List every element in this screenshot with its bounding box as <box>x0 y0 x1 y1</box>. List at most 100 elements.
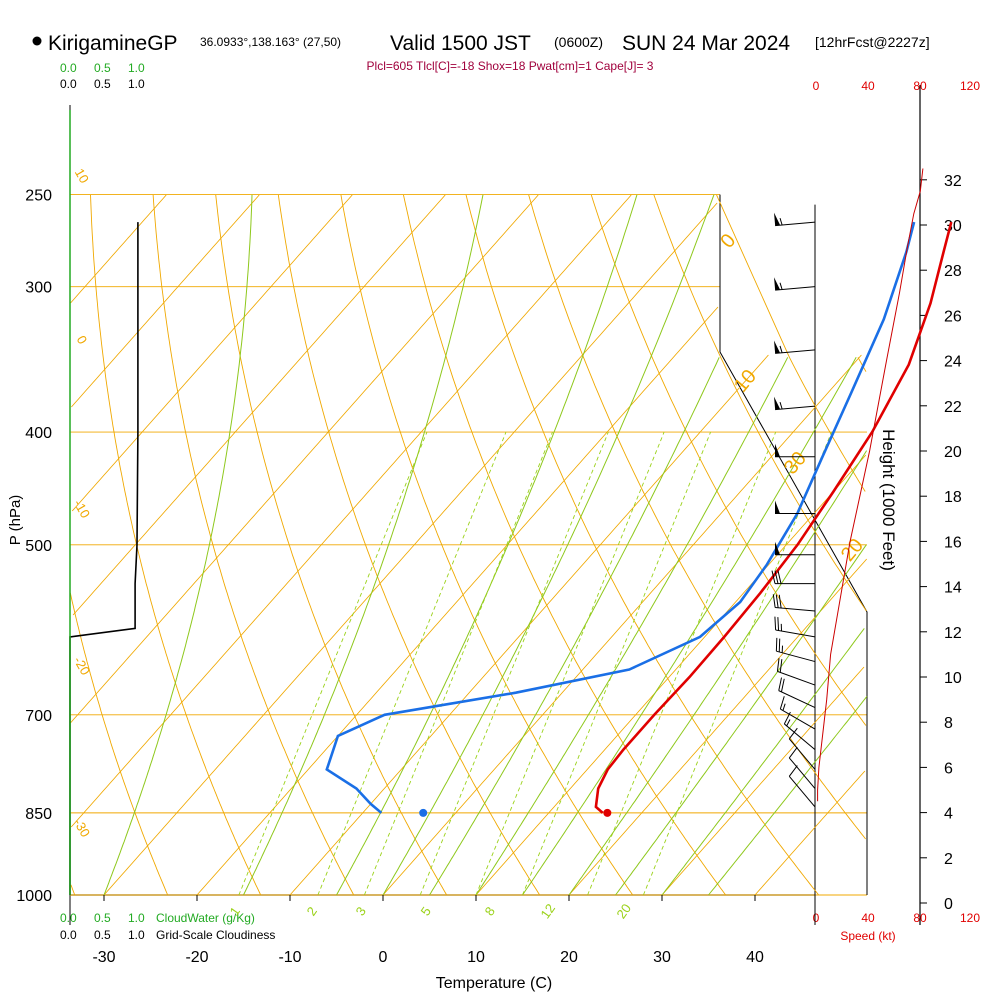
x-tick-label: 40 <box>746 949 764 966</box>
height-tick-label: 14 <box>944 580 962 597</box>
moist-adiabat-line <box>522 357 857 896</box>
height-tick-label: 32 <box>944 173 962 190</box>
wind-barb-feather <box>772 594 776 608</box>
moist-adiabat-line <box>475 357 789 896</box>
wind-barb <box>774 212 816 227</box>
x-axis-title: Temperature (C) <box>436 975 552 992</box>
wind-barb-feather <box>776 658 780 672</box>
height-tick-label: 16 <box>944 534 962 551</box>
isotherm-line <box>71 194 260 408</box>
dry-adiabat-line <box>715 194 866 492</box>
speed-tick: 0 <box>813 79 820 93</box>
height-tick-label: 10 <box>944 670 962 687</box>
wind-barb-staff <box>784 723 816 751</box>
height-tick-label: 6 <box>944 760 953 777</box>
isotherm-line <box>475 454 867 896</box>
height-tick-label: 2 <box>944 851 953 868</box>
mixing-ratio-line <box>363 431 553 896</box>
wind-barb-staff <box>780 708 816 730</box>
speed-tick: 40 <box>861 79 875 93</box>
mixing-ratio-line <box>642 431 832 896</box>
speed-axis-bottom: 0 40 80 120 Speed (kt) <box>813 911 981 943</box>
x-tick-label: -10 <box>278 949 301 966</box>
moist-adiabat-line <box>429 357 720 896</box>
wind-barb-staff <box>788 738 816 770</box>
cloud-water-label: CloudWater (g/Kg) <box>156 911 255 925</box>
moist-adiabat-line <box>661 628 865 896</box>
dry-adiabat-line <box>90 194 262 896</box>
surface-temperature-marker <box>603 808 612 817</box>
dry-adiabat-label: -20 <box>71 654 93 678</box>
cloud-water-tick: 0.5 <box>94 911 111 925</box>
wind-barb-feather <box>779 659 783 673</box>
isotherm-line <box>382 354 862 896</box>
wind-barb-feather <box>783 711 791 725</box>
wind-barb <box>783 711 816 751</box>
height-tick-label: 24 <box>944 354 962 371</box>
wind-barb-staff <box>777 670 816 686</box>
wind-barb-staff <box>775 629 816 638</box>
cloudiness-tick: 0.0 <box>60 77 77 91</box>
wind-barb-half-feather <box>779 345 783 353</box>
pressure-tick-label: 1000 <box>16 888 52 905</box>
dry-adiabat-label: -10 <box>71 497 93 521</box>
isotherm-line <box>103 202 718 896</box>
wind-barb <box>779 696 816 730</box>
wind-barb-pennant <box>774 212 781 226</box>
moist-adiabat-line <box>708 696 868 896</box>
cloudiness-tick: 0.5 <box>94 77 111 91</box>
wind-barb <box>788 765 816 808</box>
mixing-ratio-line <box>587 431 777 896</box>
height-tick-label: 0 <box>944 896 953 913</box>
wind-barbs <box>771 212 816 808</box>
valid-zulu: (0600Z) <box>554 34 603 50</box>
x-tick-label: 30 <box>653 949 671 966</box>
moist-adiabat-line <box>243 194 484 896</box>
height-axis-title: Height (1000 Feet) <box>879 429 898 571</box>
speed-tick: 0 <box>813 911 820 925</box>
wind-barb-feather <box>771 570 776 584</box>
wind-barb-feather <box>780 678 785 692</box>
wind-barb <box>776 658 816 686</box>
cloudiness-tick: 0.0 <box>60 928 77 942</box>
wind-barb-pennant <box>774 277 781 291</box>
wind-barb <box>774 616 816 638</box>
mixing-ratio-label: 5 <box>418 904 434 919</box>
mixing-ratio-label: 2 <box>304 904 320 919</box>
mixing-ratio-line <box>317 431 507 896</box>
isotherm-line <box>70 194 539 724</box>
wind-barb <box>774 277 816 291</box>
wind-barb <box>771 570 815 585</box>
wind-barb <box>788 746 816 789</box>
valid-date: SUN 24 Mar 2024 <box>622 32 790 55</box>
series-lines <box>69 110 953 895</box>
temperature-line <box>594 221 953 814</box>
wind-barb <box>774 340 816 354</box>
station-coords: 36.0933°,138.163° (27,50) <box>200 35 341 49</box>
height-tick-label: 22 <box>944 399 962 416</box>
wind-barb <box>775 443 815 458</box>
dry-adiabat-line <box>152 194 355 896</box>
speed-tick: 80 <box>913 79 927 93</box>
height-tick-label: 30 <box>944 218 962 235</box>
moist-adiabat-line <box>103 194 253 896</box>
wind-barb-half-feather <box>779 217 783 226</box>
cloud-water-tick: 0.5 <box>94 61 111 75</box>
height-tick-label: 12 <box>944 625 962 642</box>
moist-adiabat-line <box>336 194 638 896</box>
pressure-tick-label: 850 <box>25 806 52 823</box>
pressure-tick-label: 250 <box>25 188 52 205</box>
pressure-tick-label: 700 <box>25 708 52 725</box>
wind-barb-pennant <box>775 443 780 457</box>
cloud-water-tick: 1.0 <box>128 911 145 925</box>
dry-adiabat-line <box>402 194 727 896</box>
isotherm-line <box>72 194 446 616</box>
station-dot-icon <box>32 36 42 46</box>
cloudiness-tick: 0.5 <box>94 928 111 942</box>
x-tick-label: 10 <box>467 949 485 966</box>
isotherm-line <box>661 666 865 896</box>
wind-barb-staff <box>778 690 816 708</box>
mixing-ratio-line <box>475 431 665 896</box>
mixing-ratio-label: 20 <box>613 901 634 921</box>
wind-barb-pennant <box>775 541 780 555</box>
